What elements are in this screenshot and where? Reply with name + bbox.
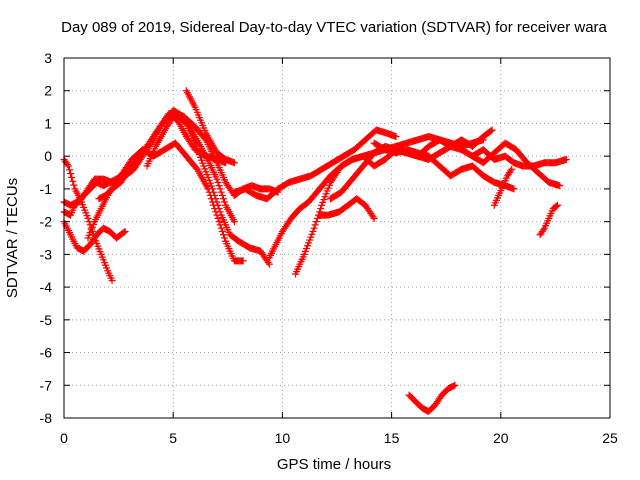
series-arc20	[405, 381, 459, 415]
y-tick-label: -2	[40, 214, 53, 230]
x-axis-label: GPS time / hours	[277, 456, 391, 473]
y-tick-label: -8	[40, 410, 53, 426]
y-tick-label: 2	[44, 83, 52, 99]
data-point	[552, 202, 560, 210]
data-point	[216, 208, 224, 216]
data-point	[265, 260, 273, 268]
data-point	[264, 259, 272, 267]
data-point	[488, 126, 496, 134]
data-point	[70, 181, 78, 189]
data-point	[507, 167, 515, 175]
series-arc8	[182, 87, 238, 167]
data-point	[213, 198, 221, 206]
series-arc19	[536, 201, 562, 239]
y-tick-label: 0	[44, 148, 52, 164]
grid-lines	[64, 58, 610, 418]
data-point	[217, 224, 225, 232]
data-point	[562, 155, 570, 163]
data-point	[65, 166, 73, 174]
series-arc18	[490, 165, 516, 209]
data-point	[556, 182, 564, 190]
data-point	[369, 213, 377, 221]
data-point	[510, 185, 518, 193]
data-point	[215, 218, 223, 226]
data-point	[216, 185, 224, 193]
data-point	[211, 191, 219, 199]
data-point	[215, 205, 223, 213]
x-tick-label: 20	[493, 430, 509, 446]
data-point	[209, 185, 217, 193]
data-point	[221, 234, 229, 242]
data-points	[60, 87, 570, 415]
data-point	[370, 214, 378, 222]
data-point	[67, 170, 75, 178]
series-arc4	[60, 110, 282, 219]
axis-ticks	[63, 57, 611, 419]
data-point	[217, 188, 225, 196]
series-arc12	[316, 195, 378, 222]
data-point	[84, 214, 92, 222]
x-tick-label: 5	[169, 430, 177, 446]
data-point	[68, 173, 76, 181]
x-tick-label: 10	[275, 430, 291, 446]
series-arc7	[143, 110, 273, 268]
chart-title: Day 089 of 2019, Sidereal Day-to-day VTE…	[61, 19, 607, 36]
series-arc15	[414, 126, 496, 160]
data-point	[213, 175, 221, 183]
data-point	[64, 162, 72, 170]
data-point	[108, 277, 116, 285]
plot-frame	[63, 57, 611, 419]
series-arc9	[230, 126, 400, 203]
series-arc17	[468, 146, 570, 170]
data-point	[221, 198, 229, 206]
data-point	[210, 188, 218, 196]
data-point	[214, 201, 222, 209]
data-point	[230, 218, 238, 226]
data-point	[508, 165, 516, 173]
data-point	[312, 218, 320, 226]
data-point	[214, 178, 222, 186]
data-point	[219, 195, 227, 203]
data-point	[310, 224, 318, 232]
y-tick-label: -7	[40, 377, 53, 393]
y-tick-label: -4	[40, 279, 53, 295]
data-point	[218, 191, 226, 199]
data-point	[218, 227, 226, 235]
data-point	[239, 257, 247, 265]
data-point	[212, 195, 220, 203]
data-point	[311, 221, 319, 229]
y-tick-label: -3	[40, 246, 53, 262]
data-point	[392, 133, 400, 141]
data-point	[451, 381, 459, 389]
data-point	[121, 227, 129, 235]
data-point	[63, 160, 71, 168]
x-tick-label: 0	[60, 430, 68, 446]
series-arc1	[60, 155, 116, 285]
data-point	[219, 231, 227, 239]
data-point	[69, 177, 77, 185]
y-tick-label: 1	[44, 115, 52, 131]
y-tick-label: -5	[40, 312, 53, 328]
data-point	[214, 214, 222, 222]
data-point	[215, 182, 223, 190]
series-arc3	[60, 218, 129, 255]
data-point	[539, 226, 547, 234]
series-arc6	[84, 139, 247, 265]
x-tick-label: 15	[384, 430, 400, 446]
y-tick-label: -1	[40, 181, 53, 197]
data-point	[554, 201, 562, 209]
y-tick-label: 3	[44, 50, 52, 66]
data-point	[487, 127, 495, 135]
x-tick-label: 25	[602, 430, 618, 446]
data-point	[317, 205, 325, 213]
y-tick-label: -6	[40, 345, 53, 361]
data-point	[230, 159, 238, 167]
data-point	[309, 227, 317, 235]
y-axis-label: SDTVAR / TECUs	[4, 178, 21, 298]
data-point	[120, 228, 128, 236]
